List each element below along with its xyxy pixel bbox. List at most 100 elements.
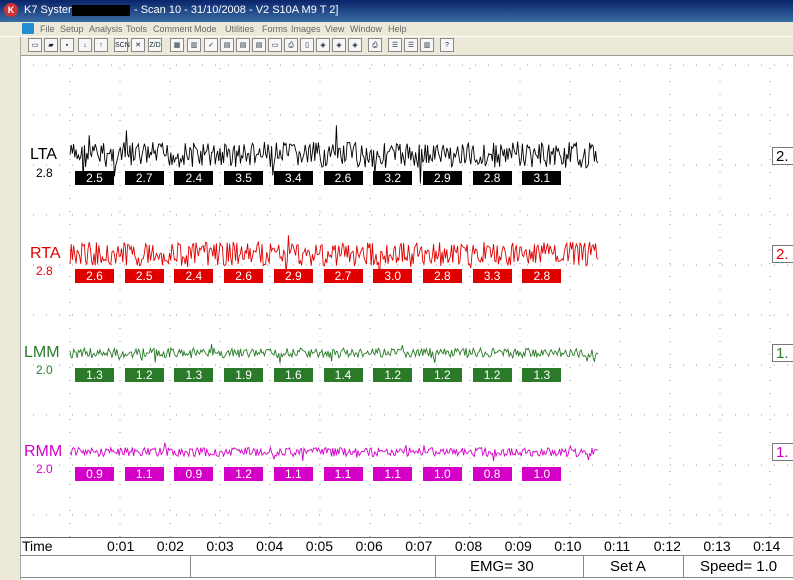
menu-setup[interactable]: Setup [60, 24, 84, 34]
tool-a-icon[interactable]: ◈ [316, 38, 330, 52]
save-icon[interactable]: ▪ [60, 38, 74, 52]
emg-plot-area: LTA 2.8 2.5 2.7 2.4 3.5 3.4 2.6 3.2 2.9 2.8 3.1 2. RT… [20, 55, 793, 537]
channel-value-rta: 2.8 [36, 264, 53, 278]
layout-2-icon[interactable]: ☰ [404, 38, 418, 52]
zoom-door-icon[interactable]: Z/D [148, 38, 162, 52]
toolbar: ▭ ▰ ▪ ↓ ↑ SCN ✕ Z/D ▦ ▥ ✓ ▤ ▤ ▤ ▭ ⎙ ▯ ◈ ◈ ◈ ⎙ ☰ ☰ ▥? [20, 37, 793, 56]
segment-value-lmm: 1.3 [522, 368, 562, 382]
layout-3-icon[interactable]: ▥ [420, 38, 434, 52]
time-tick: 0:02 [156, 538, 184, 554]
menu-comment[interactable]: Comment [153, 24, 193, 34]
menu-mode[interactable]: Mode [194, 24, 217, 34]
status-cell-1 [20, 556, 190, 577]
open-folder-icon[interactable]: ▰ [44, 38, 58, 52]
segment-value-rta: 2.9 [273, 269, 313, 283]
segment-value-lta: 2.6 [323, 171, 363, 185]
channel-value-rmm: 2.0 [36, 462, 53, 476]
channel-summary-rmm: 1. [772, 443, 793, 461]
segment-value-rmm: 0.8 [472, 467, 512, 481]
window-4-icon[interactable]: ▭ [268, 38, 282, 52]
layout-1-icon[interactable]: ☰ [388, 38, 402, 52]
menu-forms[interactable]: Forms [262, 24, 288, 34]
title-bar: K K7 System - Scan 10 - 31/10/2008 - V2 … [0, 0, 793, 22]
arrow-up-icon[interactable]: ↑ [94, 38, 108, 52]
segment-value-rmm: 1.2 [224, 467, 264, 481]
time-tick: 0:07 [405, 538, 433, 554]
segment-value-lta: 3.2 [373, 171, 413, 185]
page-icon[interactable]: ▯ [300, 38, 314, 52]
segment-value-lmm: 1.9 [224, 368, 264, 382]
segment-value-lmm: 1.2 [373, 368, 413, 382]
menu-images[interactable]: Images [291, 24, 321, 34]
emg-trace-rta [69, 235, 599, 279]
printer-icon[interactable]: ⎙ [368, 38, 382, 52]
segment-value-rta: 2.8 [522, 269, 562, 283]
emg-trace-lta [69, 125, 599, 184]
segment-value-rta: 2.4 [174, 269, 214, 283]
time-tick: 0:11 [604, 538, 631, 554]
menu-help[interactable]: Help [388, 24, 407, 34]
time-axis: Time 0:01 0:02 0:03 0:04 0:05 0:06 0:07 0:08 0:0… [20, 537, 793, 556]
menu-bar: File Setup Analysis Tools Comment Mode Utiliti… [0, 22, 793, 36]
emg-traces [20, 55, 793, 537]
menu-tools[interactable]: Tools [126, 24, 148, 34]
tool-c-icon[interactable]: ◈ [348, 38, 362, 52]
time-tick: 0:10 [554, 538, 582, 554]
segment-value-lta: 2.5 [75, 171, 114, 185]
channel-name-lmm: LMM [24, 344, 60, 361]
window-title-app: K7 System [24, 4, 78, 16]
segment-value-lta: 2.7 [124, 171, 164, 185]
cursor-tool-icon[interactable]: ✕ [131, 38, 145, 52]
time-tick: 0:08 [454, 538, 483, 554]
channel-summary-rta: 2. [772, 245, 793, 263]
segment-value-rmm: 0.9 [75, 467, 114, 481]
time-tick: 0:05 [305, 538, 334, 554]
scan-icon[interactable]: SCN [114, 38, 130, 52]
window-2-icon[interactable]: ▤ [236, 38, 250, 52]
time-tick: 0:04 [256, 538, 284, 554]
menu-utilities[interactable]: Utilities [225, 24, 255, 34]
time-tick: 0:01 [107, 538, 135, 554]
left-panel [0, 37, 21, 580]
segment-value-lmm: 1.3 [174, 368, 214, 382]
time-tick: 0:09 [504, 538, 532, 554]
menu-window[interactable]: Window [350, 24, 383, 34]
segment-value-lmm: 1.3 [75, 368, 114, 382]
menu-file[interactable]: File [40, 24, 55, 34]
channel-name-lta: LTA [30, 146, 57, 163]
segment-value-rta: 2.6 [75, 269, 114, 283]
window-3-icon[interactable]: ▤ [252, 38, 266, 52]
segment-value-lmm: 1.2 [472, 368, 512, 382]
segment-value-rmm: 1.1 [273, 467, 313, 481]
help-icon[interactable]: ? [440, 38, 454, 52]
check-icon[interactable]: ✓ [204, 38, 218, 52]
menu-view[interactable]: View [325, 24, 345, 34]
emg-trace-rmm [69, 442, 599, 462]
print-icon[interactable]: ⎙ [284, 38, 298, 52]
segment-value-rmm: 1.1 [124, 467, 164, 481]
window-1-icon[interactable]: ▤ [220, 38, 234, 52]
tool-b-icon[interactable]: ◈ [332, 38, 346, 52]
segment-value-lta: 2.9 [422, 171, 462, 185]
set-status: Set A [583, 556, 683, 577]
emg-status: EMG= 30 [435, 556, 583, 577]
channel-value-lmm: 2.0 [36, 363, 53, 377]
time-tick: 0:03 [206, 538, 234, 554]
arrow-down-icon[interactable]: ↓ [78, 38, 92, 52]
segment-value-rta: 2.7 [323, 269, 363, 283]
segment-value-lta: 3.5 [224, 171, 264, 185]
segment-value-rmm: 1.0 [522, 467, 562, 481]
bars-icon[interactable]: ▥ [187, 38, 201, 52]
status-bar: EMG= 30 Set A Speed= 1.0 [20, 555, 793, 578]
channel-name-rmm: RMM [24, 443, 63, 460]
new-file-icon[interactable]: ▭ [28, 38, 42, 52]
document-icon[interactable] [22, 23, 34, 34]
emg-trace-lmm [69, 343, 599, 364]
time-tick: 0:06 [355, 538, 383, 554]
speed-status: Speed= 1.0 [683, 556, 793, 577]
app-logo-icon: K [4, 3, 18, 17]
segment-value-rta: 2.6 [224, 269, 264, 283]
channel-value-lta: 2.8 [36, 166, 53, 180]
grid-icon[interactable]: ▦ [170, 38, 184, 52]
menu-analysis[interactable]: Analysis [89, 24, 123, 34]
